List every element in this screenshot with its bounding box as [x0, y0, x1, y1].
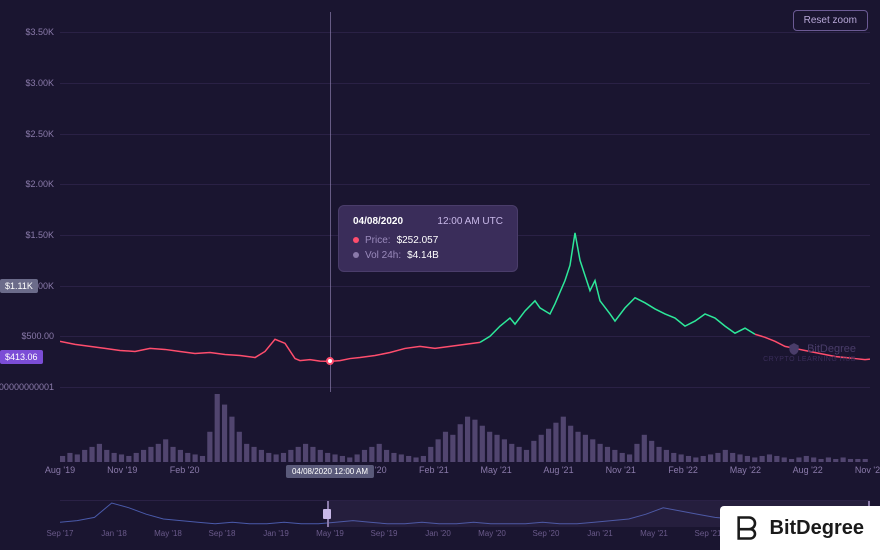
- x-tick-label: May '21: [481, 465, 512, 475]
- volume-bars: [60, 392, 870, 462]
- tooltip-time: 12:00 AM UTC: [437, 216, 503, 227]
- x-tick-label: Feb '22: [668, 465, 698, 475]
- price-line-svg: [60, 12, 870, 392]
- y-tick-label: $3.50K: [25, 27, 54, 37]
- navigator-tick: Sep '18: [209, 529, 236, 538]
- chart-plot-area[interactable]: 04/08/2020 12:00 AM UTC Price:$252.057 Vo…: [60, 12, 870, 392]
- navigator-tick: Jan '19: [263, 529, 289, 538]
- y-tick-label: $3.00K: [25, 78, 54, 88]
- navigator-tick: Sep '17: [47, 529, 74, 538]
- y-axis-badge: $1.11K: [0, 279, 38, 293]
- x-tick-label: Aug '21: [543, 465, 573, 475]
- y-tick-label: $2.00K: [25, 179, 54, 189]
- bitdegree-logo-overlay: BitDegree: [720, 506, 880, 550]
- navigator-tick: Sep '20: [533, 529, 560, 538]
- watermark-sub: CRYPTO LEARNING HUB: [763, 356, 856, 363]
- bitdegree-logo-text: BitDegree: [770, 517, 864, 540]
- navigator-tick: Sep '21: [695, 529, 722, 538]
- navigator-handle-left[interactable]: [323, 509, 331, 519]
- navigator-tick: May '20: [478, 529, 506, 538]
- x-axis: Aug '19Nov '19Feb '20Aug '20Nov '20Feb '…: [60, 465, 870, 479]
- x-tick-label: Nov '22: [855, 465, 880, 475]
- volume-svg: [60, 392, 870, 462]
- price-line-segment: [480, 233, 755, 342]
- navigator-tick: Sep '19: [371, 529, 398, 538]
- x-tick-label: Feb '20: [170, 465, 200, 475]
- y-axis: $3.50K$3.00K$2.50K$2.00K$1.50K$1.00K$500…: [0, 12, 58, 392]
- shield-icon: [787, 342, 801, 356]
- crosshair-marker: [326, 357, 334, 365]
- x-tick-label: Nov '21: [606, 465, 636, 475]
- bitdegree-logo-icon: [734, 514, 762, 542]
- x-tick-label: May '22: [730, 465, 761, 475]
- x-tick-label: Aug '19: [45, 465, 75, 475]
- y-tick-label: $1.50K: [25, 230, 54, 240]
- navigator-tick: May '18: [154, 529, 182, 538]
- navigator-tick: May '19: [316, 529, 344, 538]
- tooltip-row: Vol 24h:$4.14B: [353, 250, 503, 261]
- crypto-price-chart: Reset zoom $3.50K$3.00K$2.50K$2.00K$1.50…: [0, 0, 880, 550]
- tooltip-date: 04/08/2020: [353, 216, 403, 227]
- navigator-tick: Jan '18: [101, 529, 127, 538]
- tooltip-row: Price:$252.057: [353, 235, 503, 246]
- watermark-brand: BitDegree: [787, 342, 856, 356]
- y-tick-label: $2.50K: [25, 129, 54, 139]
- navigator-tick: Jan '21: [587, 529, 613, 538]
- hover-tooltip: 04/08/2020 12:00 AM UTC Price:$252.057 Vo…: [338, 205, 518, 272]
- y-tick-label: <$0.000000000001: [0, 382, 54, 392]
- crosshair-vertical: [330, 12, 331, 392]
- price-line-segment: [60, 339, 480, 361]
- y-axis-badge: $413.06: [0, 350, 43, 364]
- navigator-tick: Jan '20: [425, 529, 451, 538]
- x-tick-label: Feb '21: [419, 465, 449, 475]
- x-tick-label: Nov '19: [107, 465, 137, 475]
- x-axis-badge: 04/08/2020 12:00 AM: [286, 465, 374, 478]
- navigator-tick: May '21: [640, 529, 668, 538]
- x-tick-label: Aug '22: [793, 465, 823, 475]
- y-tick-label: $500.00: [21, 331, 54, 341]
